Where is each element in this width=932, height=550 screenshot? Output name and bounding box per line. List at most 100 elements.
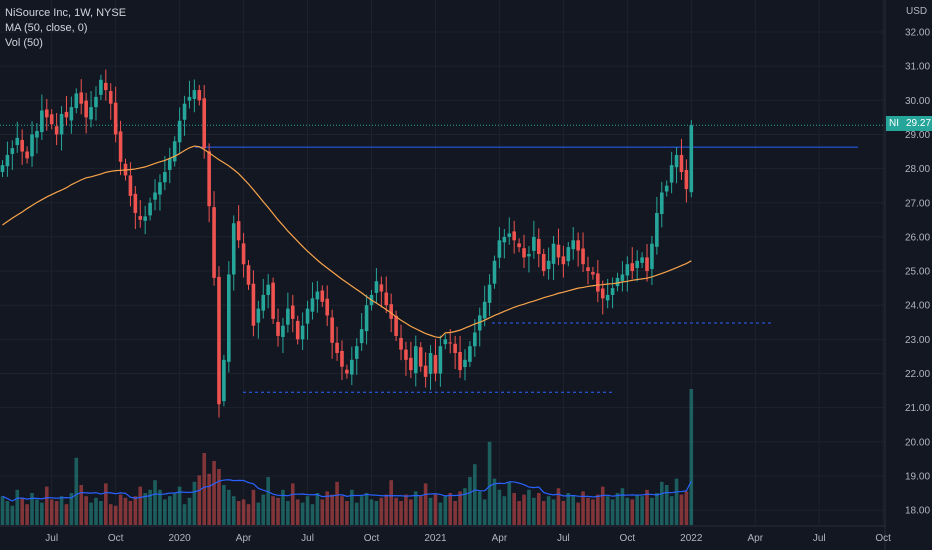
volume-bar (320, 499, 325, 525)
candle (330, 309, 334, 359)
candle (605, 278, 610, 309)
grid-lines (0, 0, 885, 525)
y-tick-label: 22.00 (905, 369, 930, 380)
candle (418, 342, 423, 372)
candle-body (256, 308, 261, 323)
candle-body (630, 263, 635, 272)
candle (84, 92, 88, 134)
candle (591, 266, 595, 280)
volume-bar (350, 489, 354, 525)
candle (197, 84, 202, 106)
candle (0, 160, 5, 178)
candle (453, 335, 457, 370)
candle-body (345, 369, 349, 374)
candle (497, 226, 502, 269)
legend-volume[interactable]: Vol (50) (5, 37, 43, 49)
candle-body (118, 131, 123, 162)
candle (305, 300, 310, 340)
candle (433, 339, 438, 382)
candle (477, 307, 482, 347)
currency-label[interactable]: USD (906, 6, 928, 17)
candle (468, 341, 472, 368)
volume-bar (581, 491, 585, 525)
volume-bar (487, 441, 492, 525)
candle-body (448, 342, 453, 344)
candle-body (399, 337, 403, 350)
candle-body (207, 151, 211, 207)
volume-bar (192, 481, 197, 525)
y-tick-label: 18.00 (905, 506, 930, 517)
last-price-symbol: NI (889, 118, 899, 129)
candle (251, 270, 256, 337)
volume-bar (536, 493, 541, 525)
candle-body (586, 267, 590, 272)
volume-bar (354, 502, 359, 525)
candle-body (591, 272, 595, 275)
legend-ma[interactable]: MA (50, close, 0) (5, 22, 88, 34)
volume-bar (497, 489, 502, 525)
candle (118, 120, 123, 176)
volume-bar (108, 504, 113, 525)
candle (10, 140, 15, 170)
candle (246, 260, 251, 290)
volume-bar (187, 497, 192, 525)
candle-body (158, 182, 162, 195)
volume-ma-line (2, 479, 692, 502)
y-tick-label: 30.00 (905, 96, 930, 107)
candle (576, 232, 580, 267)
x-tick-label: Oct (108, 533, 124, 544)
candle-body (556, 244, 561, 258)
candle-body (674, 154, 679, 168)
candle-body (281, 325, 285, 337)
candle (30, 121, 34, 167)
volume-bar (266, 477, 270, 525)
volume-bar (345, 501, 349, 525)
volume-bar (330, 494, 334, 525)
volume-bar (89, 502, 93, 525)
candle (684, 159, 689, 203)
candle-body (84, 100, 88, 118)
last-price-value: 29.27 (906, 118, 932, 129)
candle-body (99, 79, 103, 95)
candle-body (266, 284, 270, 295)
volume-bar (202, 453, 207, 525)
candle (286, 292, 290, 333)
candle (40, 94, 44, 140)
candle-body (502, 236, 507, 243)
volume-bar (340, 496, 344, 525)
candle (108, 83, 113, 120)
volume-bar (468, 477, 472, 525)
volume-bar (300, 502, 305, 525)
candle-body (128, 175, 133, 196)
candle-body (438, 346, 443, 374)
y-tick-label: 31.00 (905, 62, 930, 73)
candle (300, 312, 305, 350)
volume-bar (561, 501, 566, 525)
candle-body (463, 359, 467, 368)
volume-bar (571, 496, 576, 525)
legend-symbol[interactable]: NiSource Inc, 1W, NYSE (5, 7, 127, 19)
candle-body (541, 253, 546, 272)
candle-body (276, 321, 280, 336)
volume-bar (305, 496, 310, 525)
volume-bar (94, 497, 98, 525)
x-tick-label: Oct (620, 533, 636, 544)
candle (94, 86, 98, 121)
candle (517, 238, 521, 253)
candle (74, 88, 79, 114)
y-tick-label: 26.00 (905, 232, 930, 243)
volume-bar (645, 489, 649, 525)
candle-body (25, 151, 29, 159)
volume-bar (492, 478, 497, 525)
volume-bar (566, 493, 571, 525)
volume-bar (463, 488, 467, 525)
x-tick-label: Oct (875, 533, 891, 544)
candle-body (20, 139, 24, 152)
candle-body (418, 347, 423, 367)
candle (571, 226, 576, 260)
candle-body (423, 365, 428, 377)
candle (413, 335, 418, 387)
candle (566, 242, 571, 267)
candle-body (635, 260, 639, 268)
